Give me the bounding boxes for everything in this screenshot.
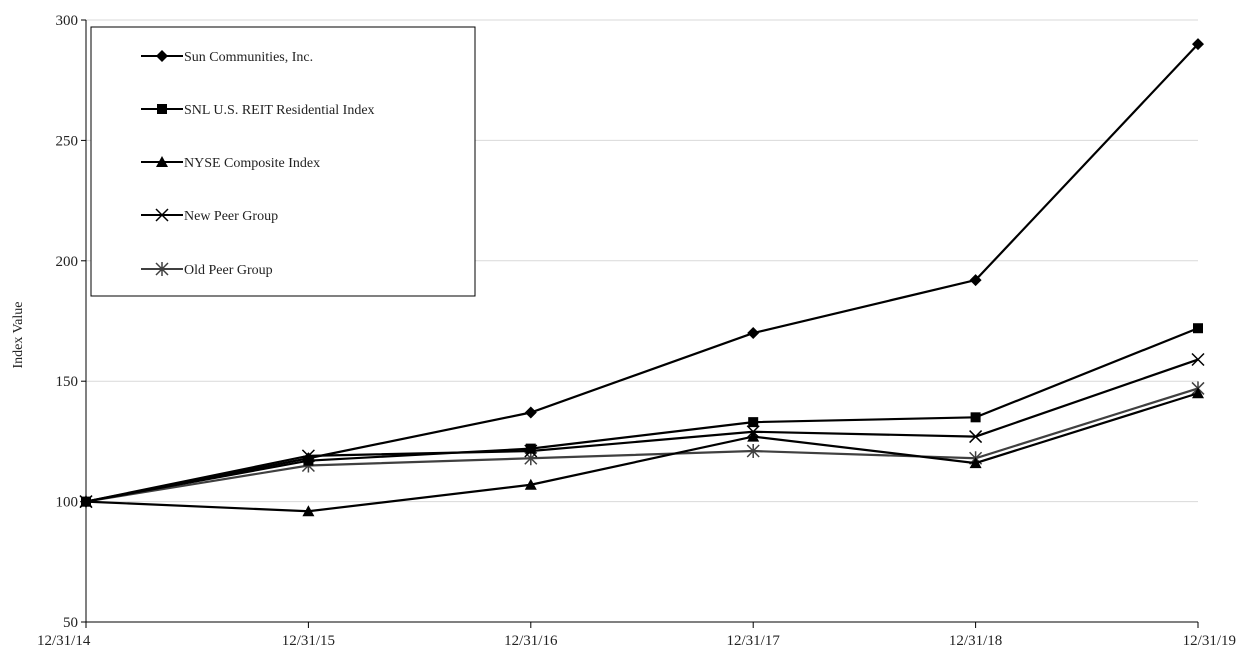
series-2 [80, 387, 1204, 517]
x-tick-label: 12/31/19 [1183, 633, 1236, 649]
x-tick-label: 12/31/16 [504, 633, 558, 649]
legend: Sun Communities, Inc. SNL U.S. REIT Resid… [90, 26, 476, 297]
y-tick-label: 300 [56, 13, 79, 29]
legend-item: New Peer Group [141, 208, 278, 224]
marker-diamond [1192, 38, 1204, 51]
marker-diamond [80, 495, 92, 508]
y-tick-labels: 50 100 150 200 250 300 [56, 13, 79, 631]
axes [81, 19, 1199, 628]
series-lines [79, 38, 1205, 517]
x-tick-label: 12/31/14 [37, 633, 91, 649]
x-tick-label: 12/31/17 [727, 633, 781, 649]
marker-triangle [156, 156, 168, 167]
legend-label: NYSE Composite Index [184, 156, 320, 171]
series-line [85, 327, 1199, 503]
series-3 [79, 352, 1205, 509]
legend-item: Sun Communities, Inc. [141, 50, 313, 65]
marker-x [969, 430, 983, 444]
x-tick-labels: 12/31/14 12/31/15 12/31/16 12/31/17 12/31/18… [37, 633, 1236, 649]
marker-diamond [969, 274, 982, 287]
y-tick-label: 200 [56, 254, 79, 270]
y-axis-title: Index Value [11, 302, 26, 369]
marker-x [155, 208, 169, 222]
y-tick-label: 50 [63, 615, 78, 631]
legend-label: SNL U.S. REIT Residential Index [184, 103, 375, 118]
series-line [85, 387, 1199, 503]
marker-diamond [747, 327, 760, 340]
y-tick-label: 100 [56, 495, 79, 511]
marker-triangle [747, 430, 760, 442]
series-0 [80, 38, 1204, 508]
marker-square [1193, 323, 1203, 334]
series-line [85, 358, 1199, 503]
marker-square [525, 443, 536, 454]
x-tick-label: 12/31/15 [282, 633, 335, 649]
y-tick-label: 150 [56, 374, 79, 390]
x-tick-label: 12/31/18 [949, 633, 1002, 649]
marker-diamond [524, 406, 537, 419]
legend-item: NYSE Composite Index [141, 156, 320, 171]
marker-triangle [524, 478, 537, 490]
marker-triangle [1192, 387, 1204, 399]
legend-label: Old Peer Group [184, 263, 273, 278]
marker-square [157, 104, 167, 114]
marker-diamond [156, 50, 168, 62]
legend-item: Old Peer Group [141, 262, 273, 278]
marker-triangle [302, 505, 315, 517]
series-line [85, 392, 1199, 513]
marker-x [1191, 352, 1205, 367]
y-tick-label: 250 [56, 133, 79, 149]
marker-diamond [302, 452, 315, 465]
legend-item: SNL U.S. REIT Residential Index [141, 103, 375, 118]
series-line [85, 43, 1199, 503]
marker-square [970, 412, 981, 423]
legend-label: Sun Communities, Inc. [184, 50, 313, 65]
series-1 [81, 323, 1203, 507]
marker-asterisk [746, 444, 760, 459]
marker-triangle [969, 457, 982, 469]
legend-label: New Peer Group [184, 209, 278, 224]
marker-square [748, 417, 759, 428]
marker-asterisk [155, 262, 169, 276]
